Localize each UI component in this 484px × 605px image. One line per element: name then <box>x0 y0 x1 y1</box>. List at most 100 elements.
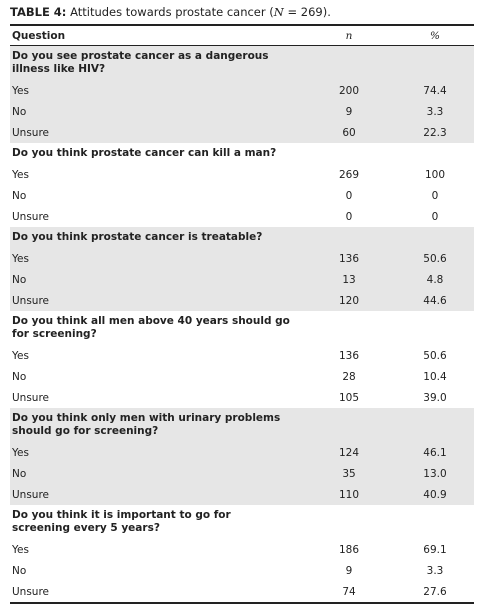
n-cell: 269 <box>338 168 360 181</box>
answer-row: Unsure 120 44.6 <box>10 290 474 311</box>
percent-cell: 10.4 <box>423 370 447 383</box>
header-cell: n <box>302 25 394 46</box>
question-row: Do you think only men with urinary probl… <box>10 408 474 442</box>
n-cell: 120 <box>302 290 394 311</box>
n-cell: 9 <box>345 564 353 577</box>
title-variable: N <box>273 5 284 19</box>
question-cell: Do you think prostate cancer is treatabl… <box>10 227 474 248</box>
percent-cell: 44.6 <box>394 290 474 311</box>
percent-cell: 50.6 <box>423 349 447 362</box>
answer-row: Yes 200 74.4 <box>10 80 474 101</box>
question-text: Do you think only men with urinary probl… <box>12 412 281 437</box>
n-cell: 35 <box>302 463 394 484</box>
question-cell: Do you think all men above 40 years shou… <box>10 311 474 345</box>
n-cell: 105 <box>338 391 360 404</box>
n-cell: 186 <box>338 543 360 556</box>
header-row: Question n % <box>10 25 474 46</box>
answer-row: No 35 13.0 <box>10 463 474 484</box>
answer-cell: Yes <box>12 349 29 362</box>
answer-row: Yes 186 69.1 <box>10 539 474 560</box>
answer-row: Yes 269 100 <box>10 164 474 185</box>
answer-row: No 9 3.3 <box>10 101 474 122</box>
answer-cell: No <box>12 370 27 383</box>
n-cell: 200 <box>302 80 394 101</box>
question-row: Do you think it is important to go for s… <box>10 505 474 539</box>
n-cell: 28 <box>342 370 356 383</box>
percent-cell: 27.6 <box>423 585 447 598</box>
answer-row: No 28 10.4 <box>10 366 474 387</box>
question-cell: Do you think prostate cancer can kill a … <box>10 143 474 164</box>
question-row: Do you see prostate cancer as a dangerou… <box>10 45 474 80</box>
answer-cell: Yes <box>10 248 302 269</box>
n-cell: 74 <box>342 585 356 598</box>
percent-cell: 3.3 <box>426 564 444 577</box>
answer-cell: No <box>10 101 302 122</box>
percent-cell: 69.1 <box>423 543 447 556</box>
percent-cell: 0 <box>431 189 439 202</box>
answer-row: Yes 136 50.6 <box>10 248 474 269</box>
answer-cell: No <box>12 189 27 202</box>
answer-row: Unsure 110 40.9 <box>10 484 474 505</box>
percent-cell: 74.4 <box>394 80 474 101</box>
n-cell: 0 <box>345 210 353 223</box>
question-row: Do you think all men above 40 years shou… <box>10 311 474 345</box>
answer-row: No 9 3.3 <box>10 560 474 581</box>
header-cell: % <box>394 25 474 46</box>
n-cell: 9 <box>302 101 394 122</box>
n-cell: 13 <box>302 269 394 290</box>
answer-cell: No <box>10 463 302 484</box>
title-text: = 269). <box>283 5 331 19</box>
n-cell: 60 <box>302 122 394 143</box>
answer-row: Unsure 74 27.6 <box>10 581 474 603</box>
n-cell: 136 <box>302 248 394 269</box>
table-body: Do you see prostate cancer as a dangerou… <box>10 45 474 604</box>
answer-cell: Unsure <box>12 210 50 223</box>
answer-row: Yes 136 50.6 <box>10 345 474 366</box>
percent-cell: 50.6 <box>394 248 474 269</box>
answer-cell: No <box>10 269 302 290</box>
question-cell: Do you think only men with urinary probl… <box>10 408 474 442</box>
n-cell: 0 <box>345 189 353 202</box>
percent-cell: 4.8 <box>394 269 474 290</box>
percent-cell: 0 <box>431 210 439 223</box>
answer-row: Unsure 105 39.0 <box>10 387 474 408</box>
question-text: Do you think it is important to go for s… <box>12 509 231 534</box>
answer-cell: Unsure <box>10 484 302 505</box>
percent-cell: 46.1 <box>394 442 474 463</box>
question-text: Do you think all men above 40 years shou… <box>12 315 290 340</box>
answer-cell: No <box>12 564 27 577</box>
title-text: Attitudes towards prostate cancer ( <box>70 5 274 19</box>
question-cell: Do you think it is important to go for s… <box>10 505 474 539</box>
answer-cell: Yes <box>12 168 29 181</box>
answer-cell: Unsure <box>12 585 50 598</box>
answer-cell: Yes <box>12 543 29 556</box>
percent-cell: 22.3 <box>394 122 474 143</box>
question-row: Do you think prostate cancer is treatabl… <box>10 227 474 248</box>
percent-cell: 3.3 <box>394 101 474 122</box>
n-cell: 136 <box>338 349 360 362</box>
n-cell: 124 <box>302 442 394 463</box>
question-text: Do you think prostate cancer is treatabl… <box>12 231 263 243</box>
answer-row: Unsure 60 22.3 <box>10 122 474 143</box>
question-text: Do you think prostate cancer can kill a … <box>12 147 277 159</box>
answer-row: No 0 0 <box>10 185 474 206</box>
question-row: Do you think prostate cancer can kill a … <box>10 143 474 164</box>
percent-cell: 13.0 <box>394 463 474 484</box>
percent-cell: 40.9 <box>394 484 474 505</box>
question-text: Do you see prostate cancer as a dangerou… <box>12 50 269 75</box>
answer-row: No 13 4.8 <box>10 269 474 290</box>
table-title: TABLE 4: Attitudes towards prostate canc… <box>10 5 331 19</box>
answer-row: Unsure 0 0 <box>10 206 474 227</box>
percent-cell: 39.0 <box>423 391 447 404</box>
table: Question n % Do you see prostate cancer … <box>10 24 474 604</box>
answer-row: Yes 124 46.1 <box>10 442 474 463</box>
title-label: TABLE 4: <box>10 5 67 19</box>
percent-cell: 100 <box>424 168 446 181</box>
answer-cell: Unsure <box>12 391 50 404</box>
answer-cell: Yes <box>10 442 302 463</box>
header-cell: Question <box>10 25 302 46</box>
answer-cell: Unsure <box>10 290 302 311</box>
answer-cell: Unsure <box>10 122 302 143</box>
answer-cell: Yes <box>10 80 302 101</box>
